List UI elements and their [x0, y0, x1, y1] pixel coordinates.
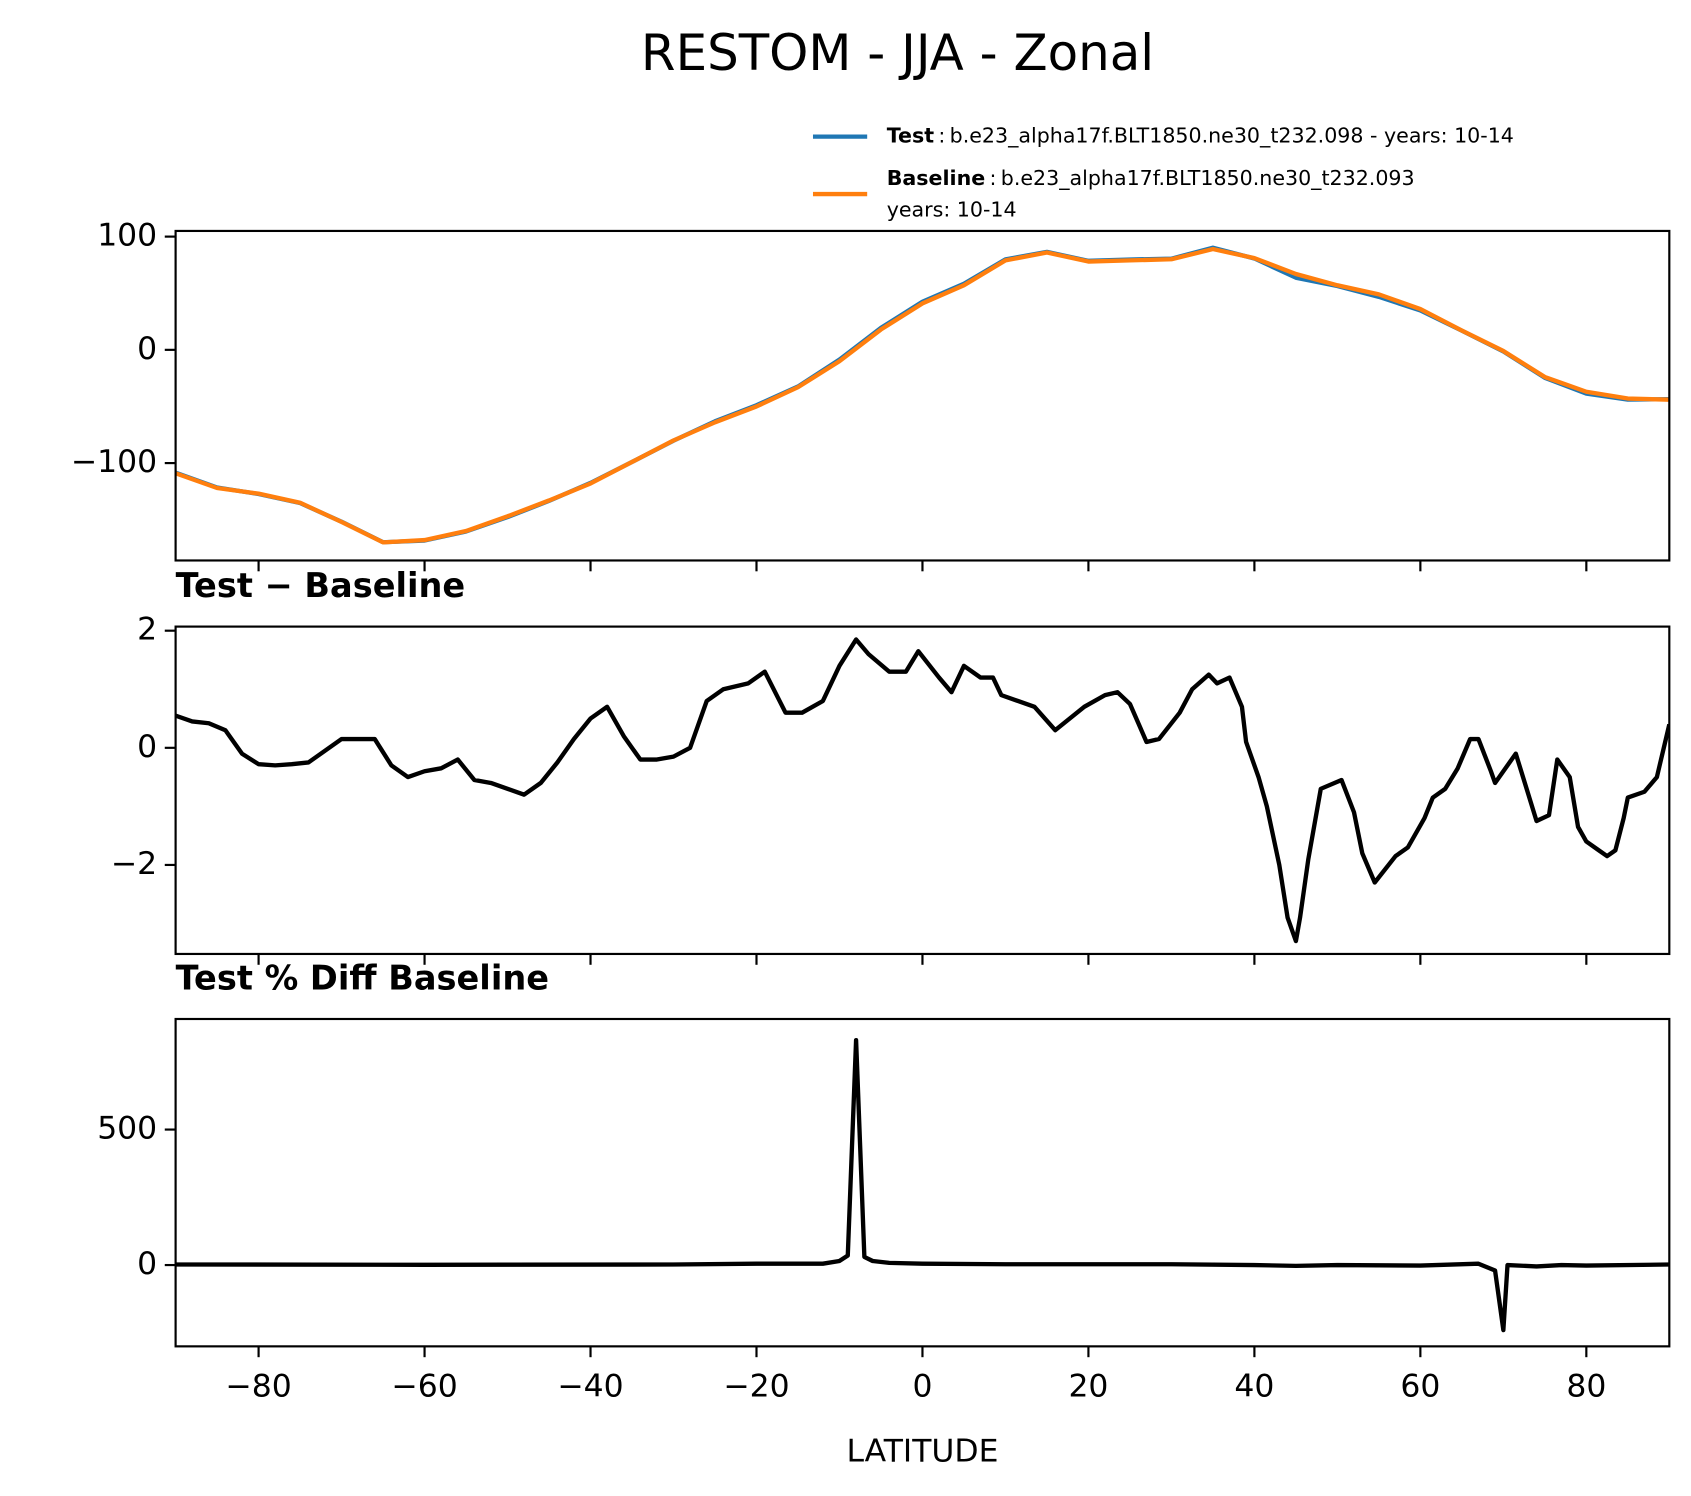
- legend-label: b.e23_alpha17f.BLT1850.ne30_t232.098 - y…: [950, 124, 1514, 149]
- legend-separator: :: [938, 124, 945, 148]
- panel-title: Test % Diff Baseline: [176, 958, 549, 997]
- figure-title: RESTOM - JJA - Zonal: [641, 24, 1154, 82]
- legend-entry: Test: b.e23_alpha17f.BLT1850.ne30_t232.09…: [887, 124, 1514, 149]
- x-tick-label: −40: [557, 1369, 623, 1405]
- x-tick-label: 40: [1234, 1369, 1274, 1405]
- panel-title: Test − Baseline: [176, 566, 466, 605]
- y-tick-label: 0: [137, 331, 157, 367]
- x-tick-label: 80: [1566, 1369, 1606, 1405]
- legend-label: b.e23_alpha17f.BLT1850.ne30_t232.093: [1001, 166, 1415, 191]
- legend-entry: Baseline: b.e23_alpha17f.BLT1850.ne30_t23…: [887, 166, 1415, 191]
- y-tick-label: 0: [137, 1246, 157, 1282]
- y-tick-label: 0: [137, 729, 157, 765]
- data-line: [175, 1037, 1670, 1333]
- x-tick-label: 20: [1068, 1369, 1108, 1405]
- y-tick-label: −2: [111, 846, 157, 882]
- x-tick-label: 60: [1400, 1369, 1440, 1405]
- x-tick-label: 0: [912, 1369, 932, 1405]
- legend-name: Baseline: [887, 166, 986, 190]
- data-line: [175, 246, 1670, 545]
- y-tick-label: −100: [71, 444, 157, 480]
- x-tick-label: −80: [225, 1369, 291, 1405]
- x-tick-label: −20: [723, 1369, 789, 1405]
- y-tick-label: 500: [97, 1111, 157, 1147]
- y-tick-label: 100: [97, 218, 157, 254]
- legend-label: years: 10-14: [887, 197, 1017, 221]
- legend-separator: :: [990, 166, 997, 190]
- x-tick-label: −60: [391, 1369, 457, 1405]
- legend-name: Test: [887, 124, 935, 148]
- data-line: [175, 637, 1670, 944]
- y-tick-label: 2: [137, 612, 157, 648]
- x-axis-label: LATITUDE: [846, 1434, 998, 1470]
